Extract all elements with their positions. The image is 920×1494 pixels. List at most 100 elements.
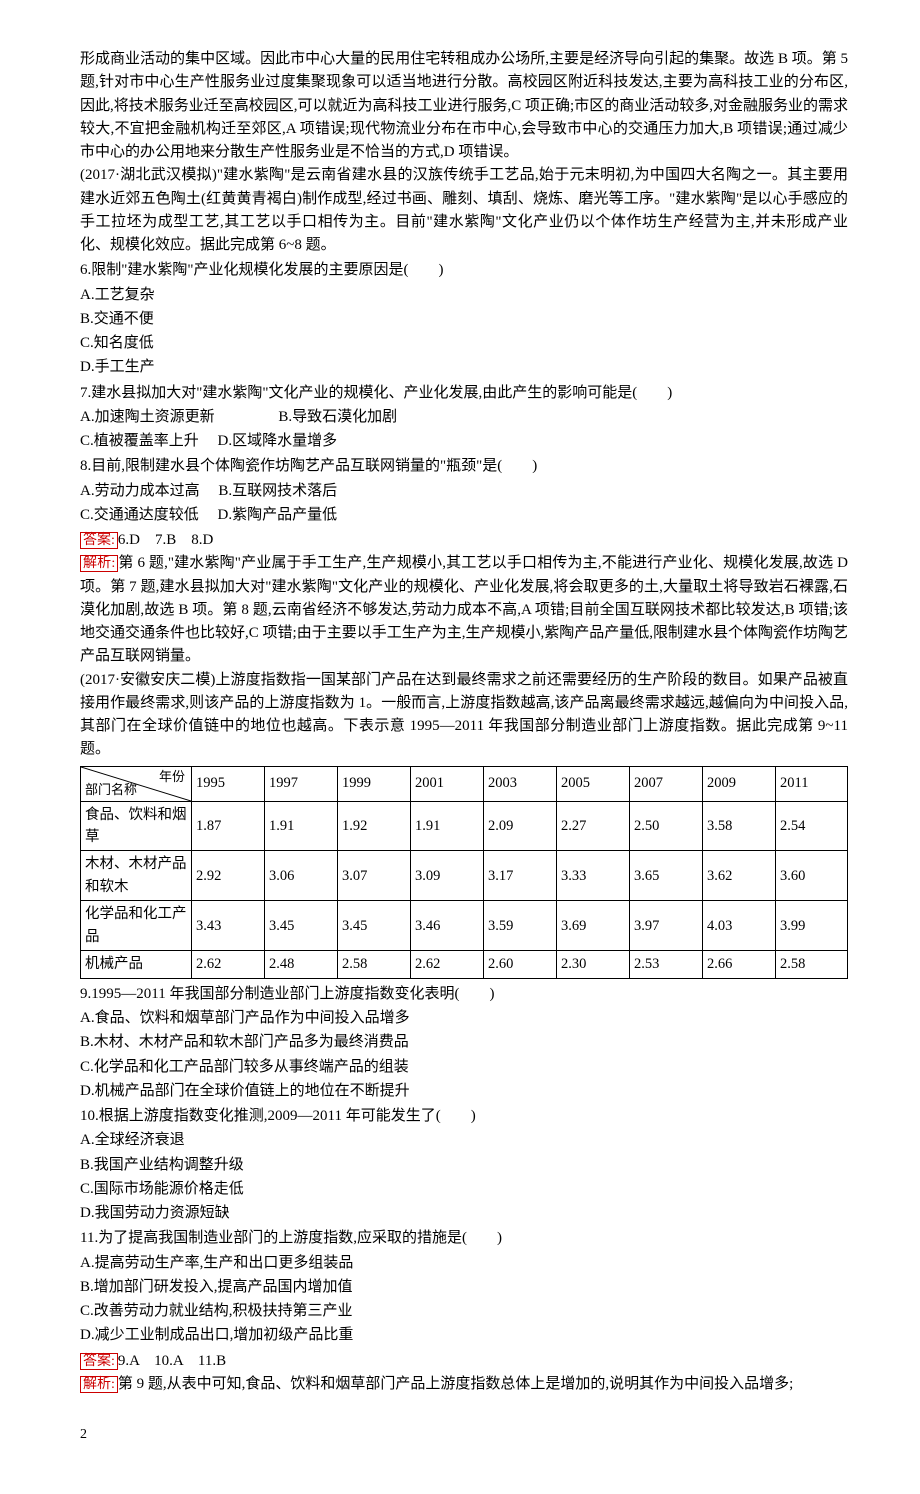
cell: 1.87 [192,801,265,851]
q6-stem: 6.限制"建水紫陶"产业化规模化发展的主要原因是( ) [80,259,848,282]
page-number: 2 [80,1424,848,1446]
q7-option-a: A.加速陶土资源更新 [80,409,215,425]
cell: 2.58 [338,951,411,978]
year-col-1: 1997 [265,766,338,801]
year-col-8: 2011 [776,766,848,801]
cell: 2.60 [484,951,557,978]
cell: 3.58 [703,801,776,851]
q8-option-c: C.交通通达度较低 [80,507,199,523]
cell: 2.27 [557,801,630,851]
q6-option-b: B.交通不便 [80,308,848,331]
explanation-6to8: 解析:第 6 题,"建水紫陶"产业属于手工生产,生产规模小,其工艺以手口相传为主… [80,552,848,668]
q10-stem: 10.根据上游度指数变化推测,2009—2011 年可能发生了( ) [80,1105,848,1128]
q7-option-cd: C.植被覆盖率上升 D.区域降水量增多 [80,430,848,453]
q7-option-d: D.区域降水量增多 [218,433,338,449]
year-col-3: 2001 [411,766,484,801]
q6-option-d: D.手工生产 [80,356,848,379]
q7-option-c: C.植被覆盖率上升 [80,433,199,449]
cell: 1.91 [265,801,338,851]
explanation-label: 解析: [80,1376,118,1393]
q6-option-c: C.知名度低 [80,332,848,355]
cell: 2.66 [703,951,776,978]
q9-option-b: B.木材、木材产品和软木部门产品多为最终消费品 [80,1031,848,1054]
q10-option-a: A.全球经济衰退 [80,1129,848,1152]
table-header-row: 年份 部门名称 1995 1997 1999 2001 2003 2005 20… [81,766,848,801]
q8-option-ab: A.劳动力成本过高 B.互联网技术落后 [80,480,848,503]
q10-option-c: C.国际市场能源价格走低 [80,1178,848,1201]
cell: 2.54 [776,801,848,851]
table-row: 机械产品 2.62 2.48 2.58 2.62 2.60 2.30 2.53 … [81,951,848,978]
explanation-9to11-text: 第 9 题,从表中可知,食品、饮料和烟草部门产品上游度指数总体上是增加的,说明其… [118,1376,793,1392]
cell: 1.91 [411,801,484,851]
q8-option-cd: C.交通通达度较低 D.紫陶产品产量低 [80,504,848,527]
header-year: 年份 [159,767,185,787]
cell: 2.62 [192,951,265,978]
q11-option-c: C.改善劳动力就业结构,积极扶持第三产业 [80,1300,848,1323]
q11-stem: 11.为了提高我国制造业部门的上游度指数,应采取的措施是( ) [80,1227,848,1250]
row-name: 木材、木材产品和软木 [81,851,192,901]
answer-9to11-text: 9.A 10.A 11.B [118,1353,226,1369]
passage-9to11: (2017·安徽安庆二模)上游度指数指一国某部门产品在达到最终需求之前还需要经历… [80,669,848,762]
year-col-0: 1995 [192,766,265,801]
cell: 3.60 [776,851,848,901]
q11-option-d: D.减少工业制成品出口,增加初级产品比重 [80,1324,848,1347]
explanation-label: 解析: [80,555,118,572]
table-row: 木材、木材产品和软木 2.92 3.06 3.07 3.09 3.17 3.33… [81,851,848,901]
cell: 3.07 [338,851,411,901]
answer-6to8: 答案:6.D 7.B 8.D [80,529,848,552]
answer-label: 答案: [80,532,118,549]
cell: 3.45 [338,901,411,951]
cell: 3.09 [411,851,484,901]
cell: 1.92 [338,801,411,851]
cell: 3.69 [557,901,630,951]
q9-stem: 9.1995—2011 年我国部分制造业部门上游度指数变化表明( ) [80,983,848,1006]
q10-option-b: B.我国产业结构调整升级 [80,1154,848,1177]
q11-option-b: B.增加部门研发投入,提高产品国内增加值 [80,1276,848,1299]
header-dept: 部门名称 [85,780,137,800]
year-col-5: 2005 [557,766,630,801]
table-diagonal-header: 年份 部门名称 [81,766,192,801]
cell: 2.09 [484,801,557,851]
row-name: 化学品和化工产品 [81,901,192,951]
q10-option-d: D.我国劳动力资源短缺 [80,1202,848,1225]
table-row: 食品、饮料和烟草 1.87 1.91 1.92 1.91 2.09 2.27 2… [81,801,848,851]
cell: 3.97 [630,901,703,951]
cell: 3.65 [630,851,703,901]
q7-stem: 7.建水县拟加大对"建水紫陶"文化产业的规模化、产业化发展,由此产生的影响可能是… [80,382,848,405]
q8-option-b: B.互联网技术落后 [218,483,337,499]
explanation-6to8-text: 第 6 题,"建水紫陶"产业属于手工生产,生产规模小,其工艺以手口相传为主,不能… [80,555,848,664]
row-name: 机械产品 [81,951,192,978]
year-col-6: 2007 [630,766,703,801]
q8-stem: 8.目前,限制建水县个体陶瓷作坊陶艺产品互联网销量的"瓶颈"是( ) [80,455,848,478]
cell: 3.33 [557,851,630,901]
cell: 4.03 [703,901,776,951]
answer-9to11: 答案:9.A 10.A 11.B [80,1350,848,1373]
table-row: 化学品和化工产品 3.43 3.45 3.45 3.46 3.59 3.69 3… [81,901,848,951]
q9-option-c: C.化学品和化工产品部门较多从事终端产品的组装 [80,1056,848,1079]
cell: 3.17 [484,851,557,901]
explanation-1to5: 形成商业活动的集中区域。因此市中心大量的民用住宅转租成办公场所,主要是经济导向引… [80,48,848,164]
passage-6to8: (2017·湖北武汉模拟)"建水紫陶"是云南省建水县的汉族传统手工艺品,始于元末… [80,164,848,257]
cell: 2.58 [776,951,848,978]
cell: 3.99 [776,901,848,951]
row-name: 食品、饮料和烟草 [81,801,192,851]
explanation-9to11: 解析:第 9 题,从表中可知,食品、饮料和烟草部门产品上游度指数总体上是增加的,… [80,1373,848,1396]
q11-option-a: A.提高劳动生产率,生产和出口更多组装品 [80,1252,848,1275]
q9-option-a: A.食品、饮料和烟草部门产品作为中间投入品增多 [80,1007,848,1030]
cell: 2.62 [411,951,484,978]
cell: 3.06 [265,851,338,901]
cell: 2.30 [557,951,630,978]
year-col-4: 2003 [484,766,557,801]
cell: 3.45 [265,901,338,951]
cell: 2.53 [630,951,703,978]
q8-option-a: A.劳动力成本过高 [80,483,200,499]
cell: 2.50 [630,801,703,851]
cell: 3.59 [484,901,557,951]
year-col-7: 2009 [703,766,776,801]
answer-6to8-text: 6.D 7.B 8.D [118,532,213,548]
q6-option-a: A.工艺复杂 [80,284,848,307]
answer-label: 答案: [80,1353,118,1370]
upstream-index-table: 年份 部门名称 1995 1997 1999 2001 2003 2005 20… [80,766,848,979]
cell: 3.46 [411,901,484,951]
cell: 3.62 [703,851,776,901]
